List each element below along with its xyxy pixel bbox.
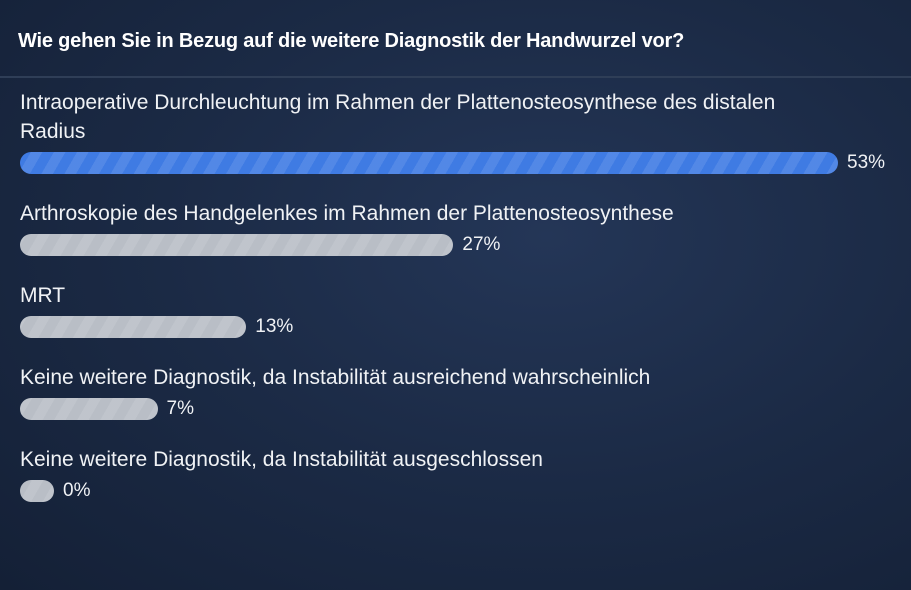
option-percent: 27%: [462, 234, 501, 255]
option-label: Arthroskopie des Handgelenkes im Rahmen …: [20, 202, 674, 225]
divider: [0, 76, 911, 78]
poll-option: Intraoperative Durchleuchtung im Rahmen …: [20, 88, 891, 174]
option-label: MRT: [20, 284, 66, 307]
result-bar: [20, 398, 158, 420]
option-percent: 7%: [166, 398, 195, 419]
option-percent: 0%: [63, 480, 91, 501]
option-label: Keine weitere Diagnostik, da Instabilitä…: [20, 448, 543, 471]
option-label: Intraoperative Durchleuchtung im Rahmen …: [20, 91, 776, 143]
poll-option: Keine weitere Diagnostik, da Instabilitä…: [20, 445, 891, 502]
option-percent: 13%: [255, 316, 294, 337]
poll-options: Intraoperative Durchleuchtung im Rahmen …: [20, 88, 891, 527]
result-bar: [20, 152, 838, 174]
poll-question: Wie gehen Sie in Bezug auf die weitere D…: [18, 30, 685, 52]
poll-option: Arthroskopie des Handgelenkes im Rahmen …: [20, 199, 891, 256]
result-bar: [20, 234, 454, 256]
result-bar: [20, 316, 247, 338]
poll-option: Keine weitere Diagnostik, da Instabilitä…: [20, 363, 891, 420]
result-bar: [20, 480, 54, 502]
option-label: Keine weitere Diagnostik, da Instabilitä…: [20, 366, 651, 389]
poll-option: MRT 13%: [20, 281, 891, 338]
option-percent: 53%: [847, 152, 886, 173]
